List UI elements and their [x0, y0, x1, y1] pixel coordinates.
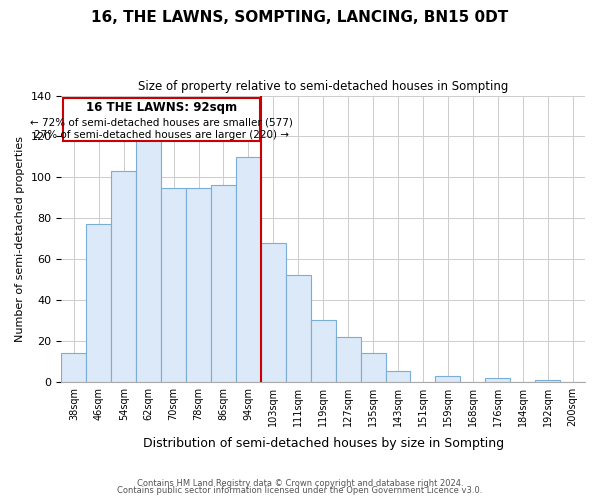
Bar — [535, 380, 560, 382]
Bar — [361, 353, 386, 382]
Bar — [386, 372, 410, 382]
Bar — [61, 353, 86, 382]
Bar — [311, 320, 335, 382]
Bar — [436, 376, 460, 382]
Bar — [186, 188, 211, 382]
Bar — [111, 171, 136, 382]
Y-axis label: Number of semi-detached properties: Number of semi-detached properties — [15, 136, 25, 342]
FancyBboxPatch shape — [62, 98, 260, 140]
Bar — [136, 112, 161, 382]
Text: 16 THE LAWNS: 92sqm: 16 THE LAWNS: 92sqm — [86, 102, 236, 114]
Text: 16, THE LAWNS, SOMPTING, LANCING, BN15 0DT: 16, THE LAWNS, SOMPTING, LANCING, BN15 0… — [91, 10, 509, 25]
Bar — [236, 157, 261, 382]
X-axis label: Distribution of semi-detached houses by size in Sompting: Distribution of semi-detached houses by … — [143, 437, 504, 450]
Text: ← 72% of semi-detached houses are smaller (577): ← 72% of semi-detached houses are smalle… — [29, 117, 293, 127]
Bar — [485, 378, 510, 382]
Title: Size of property relative to semi-detached houses in Sompting: Size of property relative to semi-detach… — [138, 80, 508, 93]
Bar — [211, 186, 236, 382]
Bar — [261, 242, 286, 382]
Text: Contains public sector information licensed under the Open Government Licence v3: Contains public sector information licen… — [118, 486, 482, 495]
Bar — [86, 224, 111, 382]
Text: Contains HM Land Registry data © Crown copyright and database right 2024.: Contains HM Land Registry data © Crown c… — [137, 478, 463, 488]
Bar — [286, 276, 311, 382]
Text: 27% of semi-detached houses are larger (220) →: 27% of semi-detached houses are larger (… — [34, 130, 289, 140]
Bar — [335, 336, 361, 382]
Bar — [161, 188, 186, 382]
